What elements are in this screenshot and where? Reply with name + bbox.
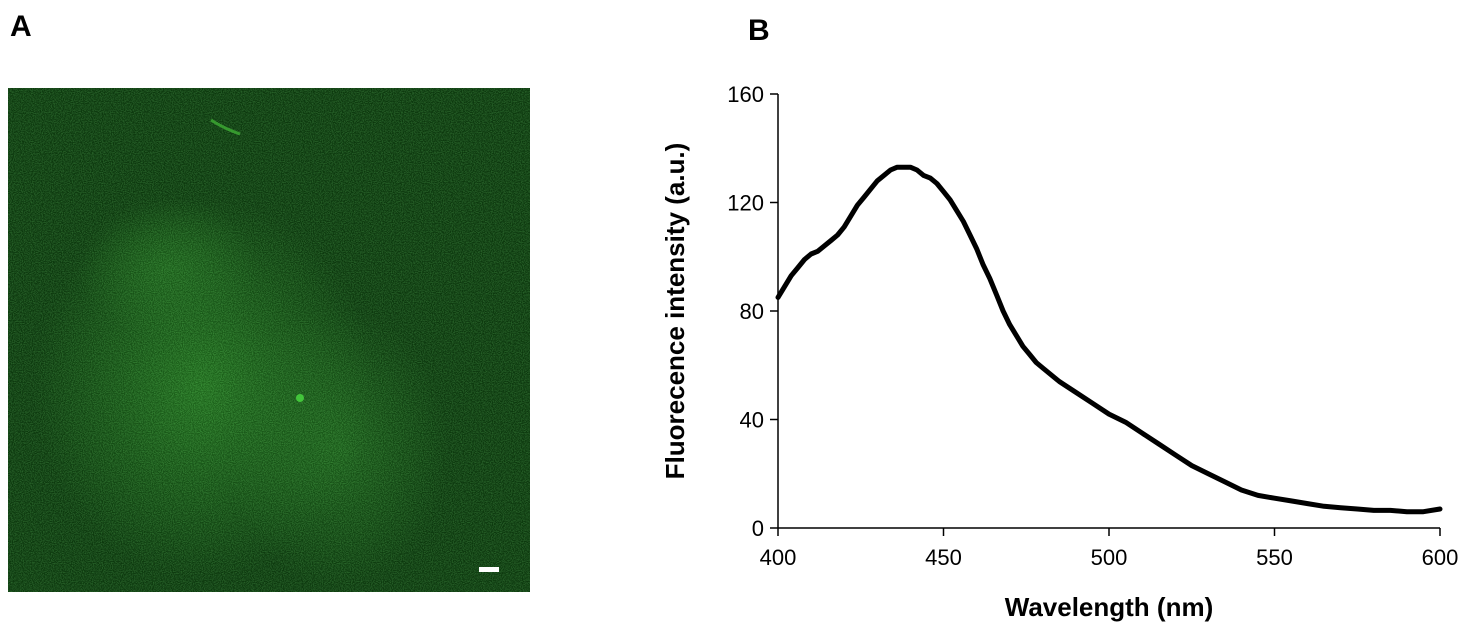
x-tick-label: 600: [1422, 545, 1459, 570]
scale-bar: [479, 567, 499, 572]
y-tick-label: 40: [740, 408, 764, 433]
chart-svg: 0 40 80 120 160 400 450 500 550 600 Wavelength (nm…: [660, 82, 1459, 622]
y-tick-label: 80: [740, 299, 764, 324]
x-tick-label: 450: [925, 545, 962, 570]
y-axis-title: Fluorecence intensity (a.u.): [660, 143, 690, 480]
micrograph-image: [8, 88, 530, 592]
fluorescence-micrograph: [8, 88, 530, 592]
y-tick-label: 120: [727, 191, 764, 216]
spectrum-line: [775, 164, 1443, 515]
panel-b-label: B: [748, 14, 770, 47]
emission-spectrum-chart: 0 40 80 120 160 400 450 500 550 600 Wavelength (nm…: [650, 70, 1473, 637]
x-tick-label: 500: [1091, 545, 1128, 570]
y-tick-label: 0: [752, 516, 764, 541]
panel-a-label: A: [10, 10, 32, 43]
x-tick-label: 550: [1256, 545, 1293, 570]
y-tick-label: 160: [727, 82, 764, 107]
x-axis-title: Wavelength (nm): [1005, 592, 1213, 622]
bright-spot: [296, 394, 304, 402]
micrograph-grain: [8, 88, 530, 592]
x-tick-label: 400: [760, 545, 797, 570]
fiber-structure: [210, 118, 241, 136]
